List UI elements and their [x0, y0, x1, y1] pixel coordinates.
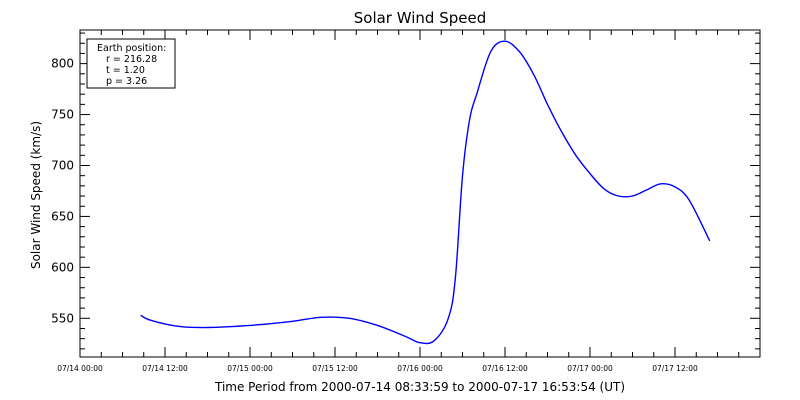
- x-tick-label: 07/14 00:00: [57, 364, 103, 373]
- x-axis-label: Time Period from 2000-07-14 08:33:59 to …: [214, 380, 625, 394]
- y-tick-label: 800: [51, 57, 74, 71]
- y-tick-label: 700: [51, 158, 74, 172]
- speed-series-line: [140, 40, 711, 345]
- earth-position-box-frame: [86, 38, 176, 89]
- earth-position-heading: Earth position:: [97, 43, 166, 54]
- x-tick-label: 07/16 12:00: [482, 364, 528, 373]
- chart-title: Solar Wind Speed: [354, 9, 486, 27]
- x-tick-label: 07/15 00:00: [227, 364, 273, 373]
- y-tick-label: 600: [51, 260, 74, 274]
- earth-position-t: t = 1.20: [106, 65, 145, 76]
- x-axis: 07/14 00:00 07/14 12:00 07/15 00:00 07/15 1…: [57, 30, 761, 373]
- y-tick-label: 550: [51, 311, 74, 325]
- y-tick-label: 650: [51, 209, 74, 223]
- x-tick-label: 07/16 00:00: [397, 364, 443, 373]
- x-tick-label: 07/17 00:00: [567, 364, 613, 373]
- x-tick-label: 07/15 12:00: [312, 364, 358, 373]
- earth-position-p: p = 3.26: [106, 76, 147, 87]
- x-tick-label: 07/17 12:00: [652, 364, 698, 373]
- plot-frame: [79, 29, 761, 358]
- earth-position-r: r = 216.28: [106, 54, 157, 65]
- y-axis-label: Solar Wind Speed (km/s): [29, 121, 43, 269]
- x-tick-label: 07/14 12:00: [142, 364, 188, 373]
- y-axis: 550 600 650 700 750 800: [51, 32, 760, 350]
- earth-position-box: Earth position: r = 216.28 t = 1.20 p = …: [86, 38, 176, 89]
- y-tick-label: 750: [51, 108, 74, 122]
